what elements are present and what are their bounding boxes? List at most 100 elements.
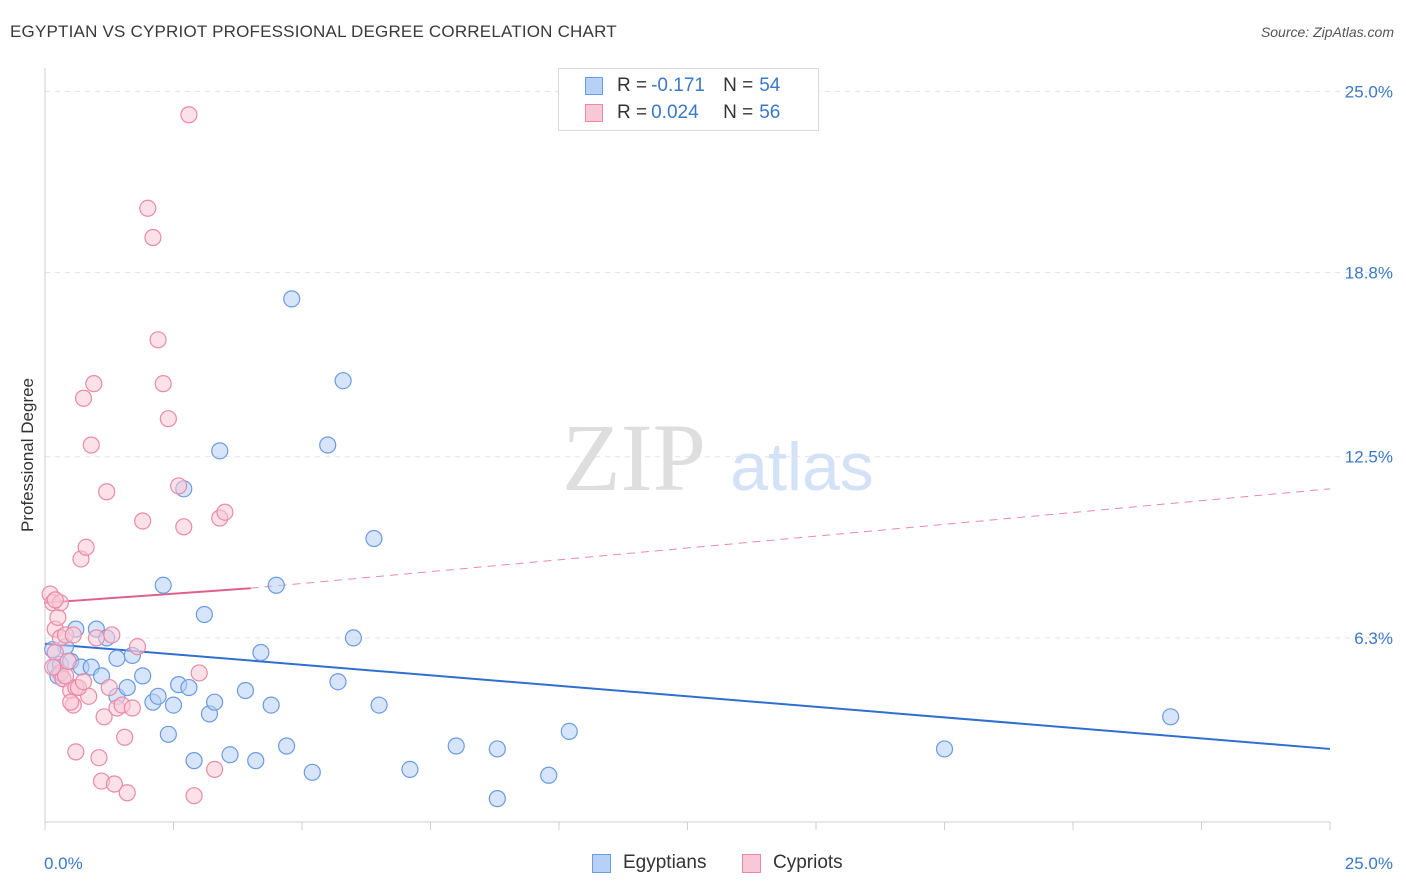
source-label: Source: ZipAtlas.com bbox=[1260, 24, 1394, 40]
legend-swatch-egyptians bbox=[585, 77, 603, 95]
data-point bbox=[46, 591, 64, 609]
data-point bbox=[144, 228, 162, 247]
data-point bbox=[170, 477, 188, 495]
legend-swatch-egyptians bbox=[592, 853, 611, 873]
data-point bbox=[118, 678, 136, 697]
y-tick-label: 25.0% bbox=[1345, 82, 1393, 101]
trend-line-egyptians bbox=[44, 642, 1331, 750]
data-point bbox=[211, 442, 229, 460]
data-point bbox=[447, 737, 465, 755]
data-point bbox=[64, 626, 82, 644]
legend-r-label: R = bbox=[617, 102, 648, 123]
data-point bbox=[277, 737, 296, 755]
data-point bbox=[159, 725, 177, 743]
data-point bbox=[216, 503, 234, 521]
watermark: ZIP atlas bbox=[562, 404, 874, 511]
data-point bbox=[365, 529, 383, 548]
data-point bbox=[77, 538, 95, 556]
data-point bbox=[236, 681, 255, 700]
data-point bbox=[62, 693, 80, 711]
data-point bbox=[488, 740, 506, 758]
y-tick-label: 18.8% bbox=[1345, 264, 1393, 283]
data-point bbox=[82, 436, 100, 454]
data-point bbox=[175, 518, 193, 536]
chart-title: EGYPTIAN VS CYPRIOT PROFESSIONAL DEGREE … bbox=[10, 22, 617, 41]
data-point bbox=[206, 760, 224, 778]
data-point bbox=[149, 331, 167, 349]
legend-item-egyptians[interactable]: Egyptians bbox=[592, 852, 706, 874]
data-point bbox=[185, 752, 203, 770]
data-point bbox=[401, 760, 419, 778]
data-point bbox=[247, 752, 265, 770]
data-point bbox=[149, 687, 167, 705]
data-point bbox=[87, 629, 106, 647]
legend-row-egyptians: R = -0.171 N = 54 bbox=[585, 73, 780, 99]
series-cypriots bbox=[41, 106, 234, 805]
data-point bbox=[49, 608, 67, 627]
legend-swatch-cypriots bbox=[585, 104, 603, 122]
legend-r-label: R = bbox=[617, 75, 648, 96]
data-point bbox=[44, 658, 62, 676]
data-point bbox=[85, 375, 103, 393]
x-tick-label: 0.0% bbox=[44, 854, 83, 873]
y-tick-label: 6.3% bbox=[1354, 629, 1393, 648]
data-point bbox=[116, 728, 134, 746]
data-point bbox=[370, 696, 388, 714]
data-point bbox=[139, 199, 157, 217]
correlation-legend: R = -0.171 N = 54 R = 0.024 N = 56 bbox=[558, 68, 819, 131]
legend-n-value: 56 bbox=[759, 102, 781, 123]
legend-label-egyptians: Egyptians bbox=[623, 852, 707, 873]
trend-line-cypriots bbox=[44, 587, 251, 604]
legend-row-cypriots: R = 0.024 N = 56 bbox=[585, 100, 780, 126]
data-point bbox=[344, 629, 362, 647]
series-egyptians bbox=[44, 290, 1180, 808]
data-point bbox=[95, 708, 113, 726]
legend-label-cypriots: Cypriots bbox=[773, 852, 843, 873]
data-point bbox=[540, 766, 558, 784]
trend-lines bbox=[44, 488, 1331, 750]
data-point bbox=[334, 372, 352, 390]
series-legend: Egyptians Cypriots bbox=[0, 852, 1406, 876]
legend-item-cypriots[interactable]: Cypriots bbox=[742, 852, 843, 874]
data-point bbox=[180, 678, 198, 697]
legend-swatch-cypriots bbox=[742, 853, 761, 873]
data-point bbox=[108, 649, 126, 667]
data-point bbox=[180, 106, 198, 124]
watermark-zip: ZIP bbox=[562, 404, 706, 511]
data-point bbox=[164, 696, 183, 714]
data-point bbox=[103, 626, 121, 644]
legend-n-value: 54 bbox=[759, 75, 781, 96]
data-point bbox=[98, 483, 116, 501]
data-points bbox=[41, 106, 1180, 808]
data-point bbox=[303, 763, 321, 781]
data-point bbox=[128, 638, 147, 656]
data-point bbox=[134, 667, 152, 685]
data-point bbox=[252, 643, 270, 662]
data-point bbox=[67, 743, 85, 761]
data-point bbox=[329, 673, 347, 691]
data-point bbox=[90, 749, 108, 767]
data-point bbox=[105, 775, 123, 793]
data-point bbox=[59, 652, 77, 670]
watermark-atlas: atlas bbox=[730, 429, 874, 505]
gridlines bbox=[45, 90, 1395, 639]
legend-r-value: -0.171 bbox=[651, 75, 705, 96]
data-point bbox=[195, 605, 213, 624]
data-point bbox=[123, 699, 141, 717]
data-point bbox=[206, 693, 224, 711]
tick-labels: 6.3% 12.5% 18.8% 25.0% 0.0% 25.0% bbox=[44, 82, 1393, 873]
data-point bbox=[74, 673, 93, 691]
data-point bbox=[154, 576, 172, 594]
data-point bbox=[100, 678, 118, 697]
legend-r-value: 0.024 bbox=[651, 102, 699, 123]
data-point bbox=[159, 410, 177, 428]
data-point bbox=[154, 375, 172, 393]
data-point bbox=[118, 784, 136, 802]
axes bbox=[44, 68, 1331, 830]
data-point bbox=[319, 436, 337, 454]
data-point bbox=[134, 512, 152, 530]
data-point bbox=[267, 576, 285, 594]
data-point bbox=[262, 696, 280, 714]
data-point bbox=[935, 740, 954, 758]
